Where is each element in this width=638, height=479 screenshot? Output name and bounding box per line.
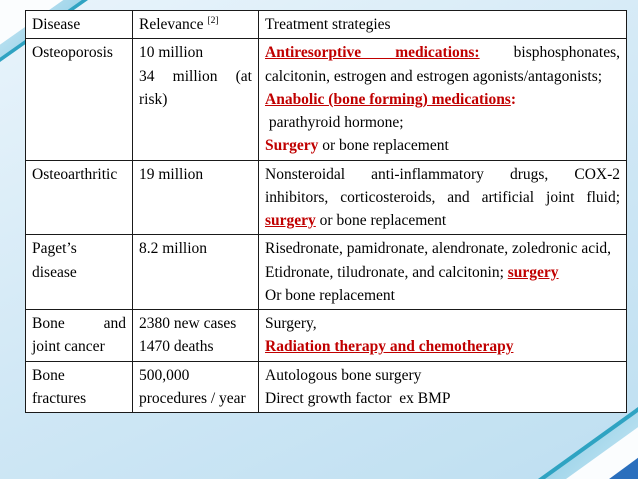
treatment-paragraph: Surgery, [265,312,620,335]
col-header-disease-label: Disease [32,16,81,33]
disease-cell: Paget’s disease [25,234,133,310]
disease-line: Osteoporosis [32,44,113,62]
treatment-text: Nonsteroidal anti-inflammatory drugs, CO… [265,165,620,206]
disease-line: Bone and [32,315,126,332]
treatment-text: Autologous bone surgery [265,366,422,384]
table-row: Osteoarthritic 19 million Nonsteroidal ant… [25,159,627,236]
citation-reference: [2] [207,14,219,26]
treatment-emphasis-text: surgery [507,263,559,281]
treatment-emphasis-text: Radiation therapy and chemotherapy [265,338,514,356]
relevance-line: 1470 deaths [139,338,214,356]
col-header-treatment-label: Treatment strategies [265,16,391,33]
treatment-cell: Antiresorptive medications: bisphosphona… [258,38,627,161]
disease-cell: Osteoporosis [25,38,133,161]
table-row: Bone fractures 500,000 procedures / year Au… [25,360,627,413]
header-row: Disease Relevance [2] Treatment strategi… [25,9,627,40]
relevance-cell: 500,000 procedures / year [132,360,259,413]
treatment-cell: Risedronate, pamidronate, alendronate, z… [258,234,627,310]
treatment-paragraph: Radiation therapy and chemotherapy [265,335,620,358]
treatment-text: parathyroid hormone; [265,114,404,131]
relevance-line: 19 million [139,165,204,183]
treatment-paragraph: Nonsteroidal anti-inflammatory drugs, CO… [265,163,620,233]
treatment-text: or bone replacement [315,212,447,229]
disease-treatment-table: Disease Relevance [2] Treatment strategi… [25,9,627,413]
treatment-text: Risedronate, pamidronate, alendronate, z… [265,240,612,258]
disease-line: disease [32,263,77,281]
col-header-relevance-label: Relevance [139,16,208,33]
disease-cell: Bone fractures [25,360,133,413]
treatment-paragraph: Direct growth factor ex BMP [265,387,620,410]
treatment-text: Surgery, [265,315,317,332]
disease-line: joint cancer [32,338,105,356]
treatment-paragraph: Etidronate, tiludronate, and calcitonin;… [265,261,620,284]
relevance-line: 34 million (at risk) [139,67,252,108]
disease-line: Paget’s [32,240,77,258]
disease-line: fractures [32,389,87,407]
treatment-paragraph: Anabolic (bone forming) medications: [265,88,620,111]
treatment-emphasis-text: : [510,90,517,108]
treatment-cell: Nonsteroidal anti-inflammatory drugs, CO… [258,159,627,236]
treatment-emphasis-text: Antiresorptive medications: [265,44,480,62]
treatment-paragraph: Antiresorptive medications: bisphosphona… [265,41,620,88]
table-row: Bone and joint cancer 2380 new cases 1470 d… [25,309,627,362]
table-body: Osteoporosis 10 million 34 million (at ris… [25,38,627,413]
disease-cell: Osteoarthritic [25,159,133,236]
disease-line: Osteoarthritic [32,165,118,183]
treatment-paragraph: parathyroid hormone; [265,111,620,134]
treatment-text: Direct growth factor ex BMP [265,389,451,407]
treatment-paragraph: Surgery or bone replacement [265,134,620,157]
disease-line: Bone [32,366,65,384]
treatment-paragraph: Or bone replacement [265,284,620,307]
treatment-text: bisphosphonates, calcitonin, estrogen an… [265,44,620,85]
col-header-disease: Disease [25,9,133,40]
relevance-line: 500,000 procedures / year [139,366,246,407]
treatment-paragraph: Risedronate, pamidronate, alendronate, z… [265,237,620,260]
treatment-cell: Autologous bone surgery Direct growth fac… [258,360,627,413]
treatment-emphasis-text: surgery [265,212,316,229]
relevance-cell: 19 million [132,159,259,236]
relevance-cell: 2380 new cases 1470 deaths [132,309,259,362]
relevance-cell: 8.2 million [132,234,259,310]
relevance-cell: 10 million 34 million (at risk) [132,38,259,161]
relevance-line: 10 million [139,44,204,62]
treatment-text: Or bone replacement [265,286,395,304]
corner-decoration-bottom-right [538,407,638,479]
relevance-line: 8.2 million [139,240,208,258]
table-row: Paget’s disease 8.2 million Risedronate, pa… [25,234,627,310]
relevance-line: 2380 new cases [139,315,237,332]
treatment-cell: Surgery, Radiation therapy and chemothera… [258,309,627,362]
col-header-relevance: Relevance [2] [132,9,259,40]
disease-cell: Bone and joint cancer [25,309,133,362]
treatment-text: or bone replacement [318,137,449,155]
treatment-text: Etidronate, tiludronate, and calcitonin; [265,263,508,281]
col-header-treatment: Treatment strategies [258,9,627,40]
treatment-emphasis-text: Anabolic (bone forming) medications [265,90,511,108]
treatment-emphasis-text: Surgery [265,137,319,155]
treatment-paragraph: Autologous bone surgery [265,364,620,387]
table-row: Osteoporosis 10 million 34 million (at ris… [25,38,627,161]
